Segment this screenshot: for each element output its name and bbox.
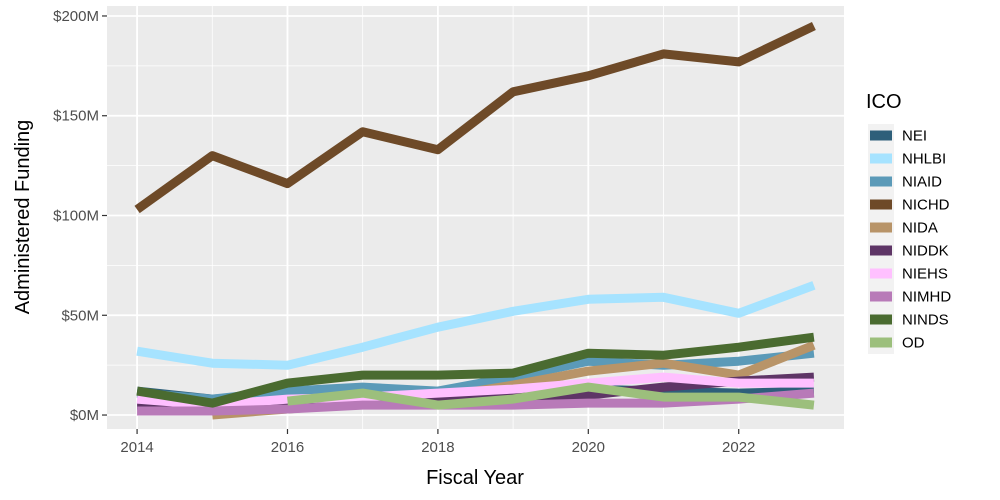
x-axis-title: Fiscal Year — [426, 467, 524, 489]
x-tick-label: 2018 — [421, 439, 454, 456]
legend-label: NIAID — [902, 174, 942, 191]
legend-label: NHLBI — [902, 151, 946, 168]
legend-label: NIDA — [902, 220, 938, 237]
x-tick-label: 2016 — [271, 439, 304, 456]
legend-key-swatch — [870, 314, 892, 325]
legend-item-nimhd: NIMHD — [868, 285, 951, 308]
legend: ICO NEI NHLBI NIAID NICHD NIDA NIDDK NIEHS NIMH… — [866, 91, 951, 354]
y-tick-label: $50M — [61, 307, 99, 324]
legend-label: NEI — [902, 128, 927, 145]
legend-label: OD — [902, 335, 925, 352]
legend-label: NIDDK — [902, 243, 949, 260]
y-tick-label: $150M — [53, 108, 99, 125]
y-axis-title: Administered Funding — [12, 120, 34, 315]
series-line-ninds — [136, 332, 815, 408]
legend-key-swatch — [870, 199, 892, 210]
legend-item-niddk: NIDDK — [868, 239, 949, 262]
legend-key-swatch — [870, 222, 892, 233]
legend-item-ninds: NINDS — [868, 308, 949, 331]
y-axis: $0M $50M $100M $150M $200M — [53, 8, 107, 424]
legend-key-swatch — [870, 268, 892, 279]
legend-item-nichd: NICHD — [868, 193, 950, 216]
legend-label: NICHD — [902, 197, 950, 214]
x-tick-label: 2022 — [722, 439, 755, 456]
legend-item-od: OD — [868, 331, 925, 354]
x-axis: 2014 2016 2018 2020 2022 — [120, 429, 755, 456]
legend-item-nhlbi: NHLBI — [868, 147, 946, 170]
series-lines — [134, 21, 816, 420]
legend-key-swatch — [870, 245, 892, 256]
x-tick-label: 2020 — [572, 439, 605, 456]
legend-key-swatch — [870, 130, 892, 141]
y-tick-label: $100M — [53, 208, 99, 225]
legend-label: NINDS — [902, 312, 949, 329]
series-line-niehs — [136, 372, 814, 410]
legend-key-swatch — [870, 337, 892, 348]
y-tick-label: $200M — [53, 8, 99, 25]
y-tick-label: $0M — [70, 407, 99, 424]
legend-key-swatch — [870, 176, 892, 187]
x-tick-label: 2014 — [120, 439, 153, 456]
legend-item-nida: NIDA — [868, 216, 938, 239]
series-line-nichd — [134, 21, 816, 214]
legend-key-swatch — [870, 153, 892, 164]
legend-key-swatch — [870, 291, 892, 302]
legend-label: NIMHD — [902, 289, 951, 306]
legend-label: NIEHS — [902, 266, 948, 283]
series-line-od — [287, 382, 815, 410]
legend-title: ICO — [866, 91, 902, 113]
legend-item-niaid: NIAID — [868, 170, 942, 193]
legend-item-niehs: NIEHS — [868, 262, 948, 285]
series-line-nhlbi — [136, 281, 816, 370]
legend-item-nei: NEI — [868, 124, 927, 147]
